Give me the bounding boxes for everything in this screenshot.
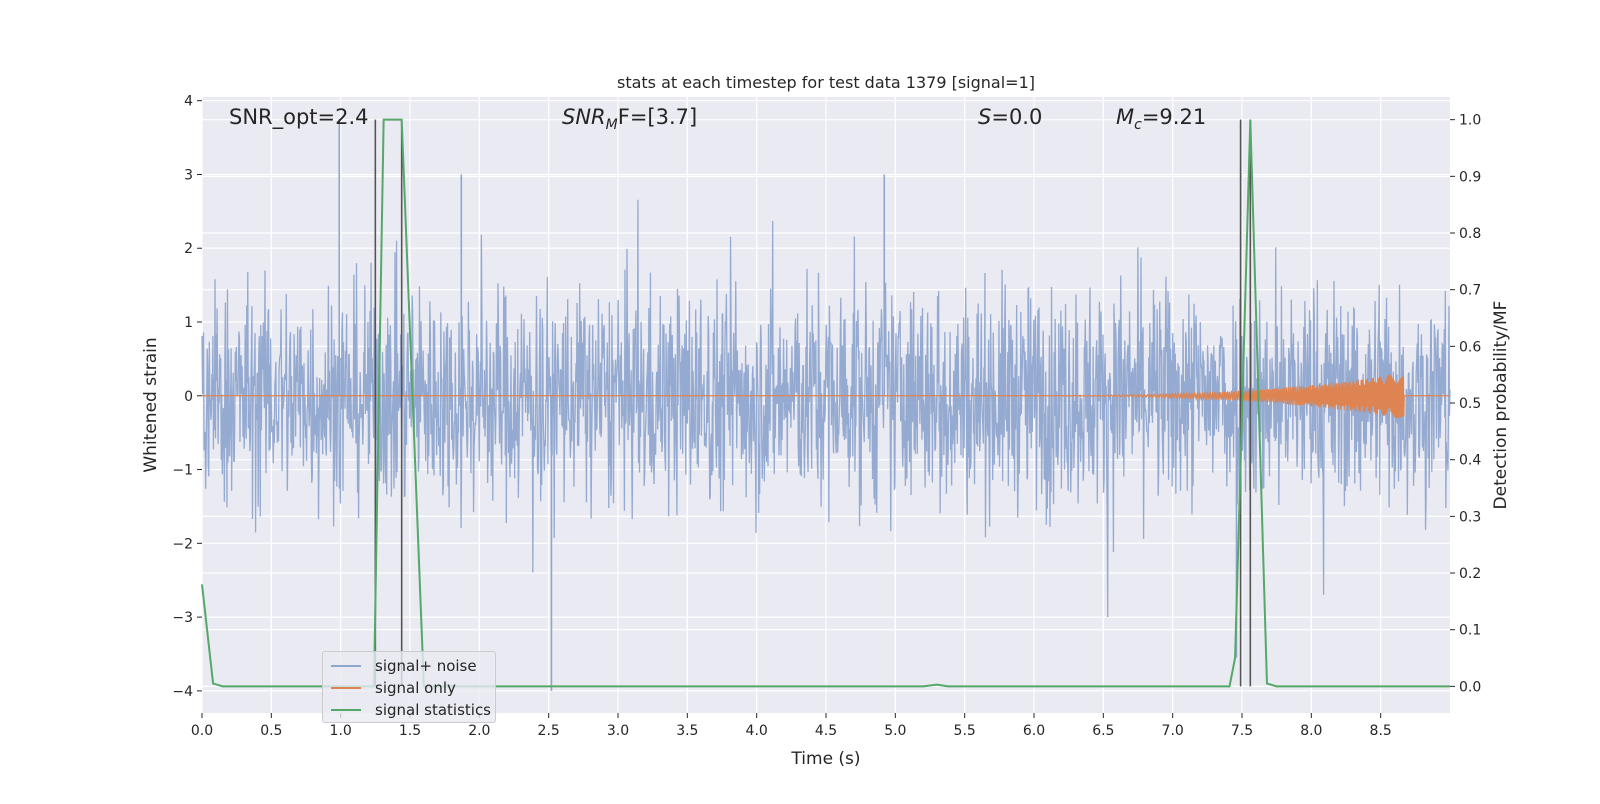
grid-layer: [201, 97, 1450, 713]
legend-label-noise: signal+ noise: [375, 657, 477, 675]
y-tick-label-left: 3: [184, 167, 193, 183]
x-tick-label: 7.0: [1162, 723, 1184, 739]
y-tick-label-right: 0.3: [1459, 509, 1481, 525]
y-tick-label-left: −2: [172, 536, 193, 552]
vertical-lines-layer: [374, 119, 1252, 687]
y-tick-label-right: 1.0: [1459, 113, 1481, 129]
snr-mf-sub: M: [606, 117, 618, 133]
y-tick-label-right: 0.0: [1459, 679, 1481, 695]
annotation-snr-mf: SNRMF=[3.7]: [562, 105, 697, 133]
y-tick-label-right: 0.2: [1459, 566, 1481, 582]
legend-item-signal: signal only: [331, 677, 456, 699]
mc-sub: c: [1134, 117, 1142, 133]
y-tick-label-right: 0.1: [1459, 623, 1481, 639]
y-tick-label-left: 2: [184, 241, 193, 257]
chart-legend: signal+ noise signal only signal statist…: [322, 651, 496, 723]
legend-label-statistics: signal statistics: [375, 701, 492, 719]
x-tick-label: 1.0: [330, 723, 352, 739]
noise-series-line: [201, 199, 1451, 618]
signal-only-line: [202, 374, 1450, 419]
legend-label-signal: signal only: [375, 679, 456, 697]
x-tick-label: 6.0: [1023, 723, 1045, 739]
x-tick-label: 8.5: [1370, 723, 1392, 739]
y-tick-label-right: 0.6: [1459, 339, 1481, 355]
annotation-snr-opt: SNR_opt=2.4: [229, 105, 369, 130]
x-tick-label: 5.5: [954, 723, 976, 739]
annotation-mc: Mc=9.21: [1116, 105, 1206, 133]
signal-series-layer: [202, 374, 1450, 419]
y-tick-label-left: 0: [184, 389, 193, 405]
y-tick-label-right: 0.4: [1459, 453, 1481, 469]
snr-mf-main: SNR: [562, 105, 606, 129]
y-tick-label-right: 0.8: [1459, 226, 1481, 242]
x-tick-label: 3.0: [607, 723, 629, 739]
y-tick-label-left: −3: [172, 610, 193, 626]
x-tick-label: 7.5: [1231, 723, 1253, 739]
legend-swatch-signal: [331, 687, 361, 689]
legend-swatch-noise: [331, 665, 361, 667]
x-tick-label: 3.5: [676, 723, 698, 739]
legend-item-statistics: signal statistics: [331, 699, 491, 721]
y-tick-label-left: −1: [172, 463, 193, 479]
y-axis-label-right: Detection probability/MF: [1491, 301, 1511, 510]
legend-swatch-statistics: [331, 709, 361, 711]
x-tick-label: 0.0: [191, 723, 213, 739]
snr-mf-rest: F=[3.7]: [618, 105, 697, 129]
signal-statistics-line: [201, 118, 1450, 688]
x-axis-label: Time (s): [790, 749, 860, 769]
s-main: S: [978, 105, 991, 129]
y-tick-label-left: −4: [172, 684, 193, 700]
tick-label-layer: 0.0 0.5 1.0 1.5 2.0 2.5 3.0 3.5 4.0 4.5 5.0 5.5 6.0 6…: [172, 94, 1481, 739]
statistics-series-layer: [201, 118, 1450, 688]
x-tick-label: 8.0: [1300, 723, 1322, 739]
x-tick-label: 5.0: [884, 723, 906, 739]
x-tick-label: 2.0: [468, 723, 490, 739]
x-tick-label: 4.0: [746, 723, 768, 739]
annotation-s: S=0.0: [978, 105, 1042, 129]
mc-rest: =9.21: [1142, 105, 1206, 129]
s-rest: =0.0: [991, 105, 1042, 129]
y-tick-label-right: 0.7: [1459, 283, 1481, 299]
chart-title: stats at each timestep for test data 137…: [617, 73, 1035, 92]
y-tick-label-right: 0.5: [1459, 396, 1481, 412]
x-tick-label: 1.5: [399, 723, 421, 739]
y-tick-label-left: 1: [184, 315, 193, 331]
y-tick-label-left: 4: [184, 94, 193, 110]
mc-main: M: [1116, 105, 1134, 129]
y-tick-label-right: 0.9: [1459, 169, 1481, 185]
x-tick-label: 0.5: [260, 723, 282, 739]
x-tick-label: 4.5: [815, 723, 837, 739]
y-axis-label-left: Whitened strain: [141, 337, 161, 472]
x-tick-label: 6.5: [1092, 723, 1114, 739]
x-tick-label: 2.5: [538, 723, 560, 739]
legend-item-noise: signal+ noise: [331, 655, 477, 677]
